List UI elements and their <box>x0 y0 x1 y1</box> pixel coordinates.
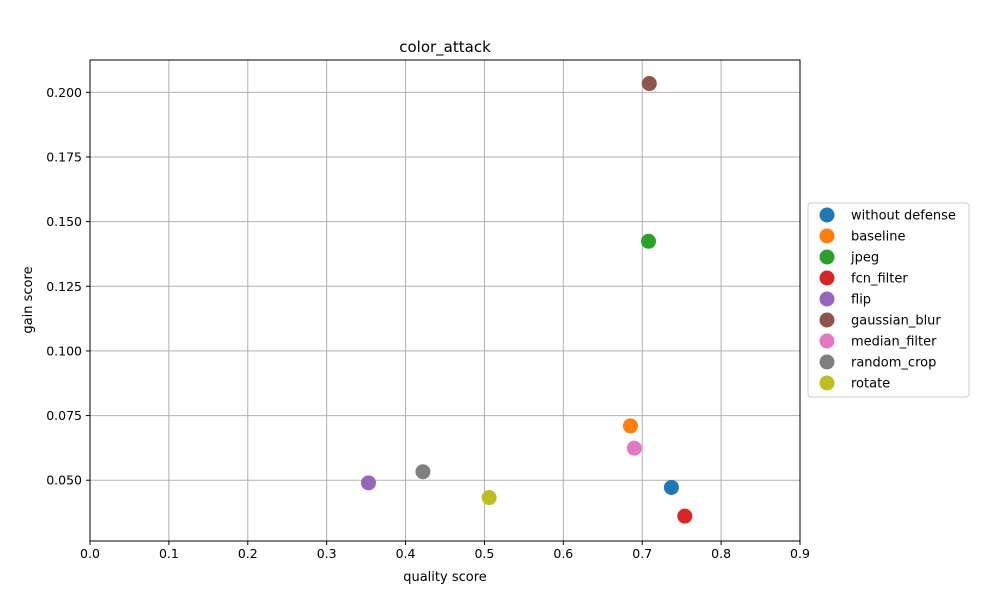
plot-frame <box>89 59 801 542</box>
scatter-point-baseline <box>622 418 638 434</box>
legend-label: median_filter <box>851 335 937 350</box>
scatter-point-random-crop <box>415 464 431 480</box>
legend-marker-rotate <box>819 375 835 391</box>
legend-label: gaussian_blur <box>851 314 941 329</box>
x-tick-label: 0.0 <box>80 546 100 561</box>
legend-label: baseline <box>851 230 905 245</box>
x-tick-label: 0.5 <box>474 546 494 561</box>
legend-marker-flip <box>819 291 835 307</box>
legend-marker-jpeg <box>819 249 835 265</box>
legend: without defense baseline jpeg fcn_filterfli… <box>807 202 970 398</box>
scatter-point-fcn-filter <box>677 508 693 524</box>
x-axis-ticks: 0.0 0.1 0.2 0.3 0.4 0.5 0.6 0.7 0.8 0.9 <box>80 541 810 561</box>
y-tick-label: 0.050 <box>46 473 82 488</box>
x-tick-label: 0.4 <box>396 546 416 561</box>
y-axis-label: gain score <box>21 266 36 333</box>
data-points <box>360 76 693 524</box>
legend-marker-gaussian-blur <box>819 312 835 328</box>
legend-frame <box>807 202 970 398</box>
x-tick-label: 0.2 <box>238 546 258 561</box>
y-tick-label: 0.200 <box>46 85 82 100</box>
y-tick-label: 0.075 <box>46 408 82 423</box>
scatter-point-without-defense <box>663 479 679 495</box>
legend-marker-fcn-filter <box>819 270 835 286</box>
legend-label: without defense <box>851 209 956 224</box>
scatter-point-gaussian-blur <box>641 76 657 92</box>
y-tick-label: 0.100 <box>46 343 82 358</box>
legend-label: fcn_filter <box>851 272 908 287</box>
legend-label: random_crop <box>851 356 936 371</box>
scatter-point-median-filter <box>626 440 642 456</box>
x-tick-label: 0.1 <box>159 546 179 561</box>
y-tick-label: 0.125 <box>46 279 82 294</box>
legend-marker-median-filter <box>819 333 835 349</box>
y-axis-ticks: 0.050 0.075 0.100 0.125 0.150 0.175 0.200 <box>46 85 90 488</box>
x-tick-label: 0.6 <box>553 546 573 561</box>
chart-title: color_attack <box>399 38 491 57</box>
scatter-point-rotate <box>481 490 497 506</box>
grid-lines <box>89 60 801 541</box>
x-tick-label: 0.8 <box>711 546 731 561</box>
legend-marker-baseline <box>819 228 835 244</box>
y-tick-label: 0.150 <box>46 214 82 229</box>
legend-marker-random-crop <box>819 354 835 370</box>
x-tick-label: 0.9 <box>790 546 810 561</box>
x-tick-label: 0.7 <box>632 546 652 561</box>
x-tick-label: 0.3 <box>317 546 337 561</box>
x-axis-label: quality score <box>403 570 487 585</box>
legend-marker-without-defense <box>819 207 835 223</box>
y-tick-label: 0.175 <box>46 149 82 164</box>
legend-label: rotate <box>851 377 890 392</box>
scatter-point-flip <box>360 475 376 491</box>
plot-background <box>90 60 800 541</box>
legend-label: flip <box>851 293 871 308</box>
scatter-point-jpeg <box>641 233 657 249</box>
legend-label: jpeg <box>850 251 879 266</box>
